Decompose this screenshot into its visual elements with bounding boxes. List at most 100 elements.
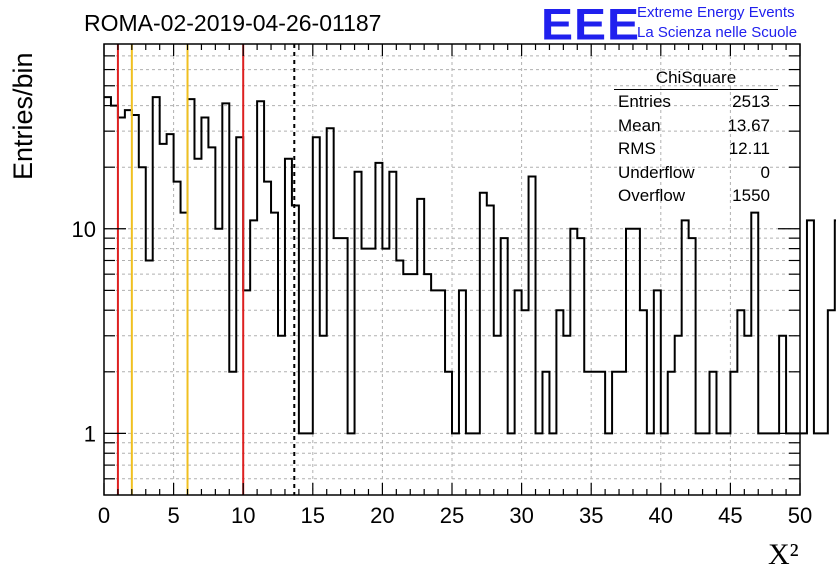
stats-value: 2513: [732, 92, 770, 111]
histogram-bin: [264, 182, 271, 495]
reference-lines: [116, 44, 296, 495]
histogram-bin: [250, 220, 257, 495]
histogram-bin: [536, 433, 543, 495]
histogram-bin: [146, 260, 153, 495]
histogram-bin: [751, 213, 758, 495]
histogram-bin: [208, 147, 215, 495]
histogram-bin: [355, 172, 362, 495]
histogram-bin: [772, 433, 779, 495]
histogram-bin: [410, 274, 417, 495]
histogram-bin: [682, 220, 689, 495]
histogram-bin: [737, 310, 744, 495]
histogram-bin: [668, 372, 675, 495]
histogram-bin: [515, 290, 522, 495]
histogram-bin: [403, 274, 410, 495]
histogram-bin: [215, 229, 222, 495]
histogram-bin: [194, 159, 201, 495]
histogram-bin: [494, 336, 501, 495]
histogram-bin: [584, 372, 591, 495]
histogram-bin: [556, 310, 563, 495]
stats-label: Underflow: [618, 162, 695, 182]
histogram-bin: [730, 372, 737, 495]
histogram-bin: [243, 290, 250, 495]
x-tick-label: 5: [167, 503, 179, 528]
stats-value: 12.11: [728, 139, 770, 158]
histogram-bin: [807, 220, 814, 495]
histogram-bin: [153, 97, 160, 495]
histogram-bin: [633, 229, 640, 495]
stats-title: ChiSquare: [614, 67, 778, 90]
histogram-bin: [605, 433, 612, 495]
stats-row: Overflow 1550: [608, 184, 778, 208]
logo-line-1: Extreme Energy Events: [637, 4, 795, 21]
y-axis: 1 10: [72, 55, 800, 480]
histogram-bin: [563, 336, 570, 495]
histogram-bin: [821, 433, 828, 495]
histogram-bin: [570, 229, 577, 495]
histogram-bin: [508, 433, 515, 495]
histogram-bin: [522, 310, 529, 495]
histogram-bin: [181, 213, 188, 495]
grid-lines: [104, 44, 800, 495]
eee-logo: EEE: [541, 0, 641, 50]
histogram-bin: [647, 433, 654, 495]
histogram-bin: [640, 310, 647, 495]
histogram-bin: [118, 117, 125, 495]
histogram-bin: [744, 336, 751, 495]
x-axis: 0 5 10 15 20 25 30 35 40 45 50: [98, 44, 812, 528]
x-tick-label: 30: [509, 503, 533, 528]
x-tick-label: 10: [231, 503, 255, 528]
histogram-bin: [549, 433, 556, 495]
histogram-bin: [438, 290, 445, 495]
stats-value: 13.67: [727, 115, 770, 135]
histogram-bin: [710, 372, 717, 495]
histogram-bin: [139, 167, 146, 495]
histogram-bin: [529, 177, 536, 495]
x-tick-label: 45: [718, 503, 742, 528]
histogram-bin: [201, 117, 208, 495]
histogram-bin: [341, 238, 348, 495]
logo-caption: Extreme Energy Events La Scienza nelle S…: [637, 3, 797, 43]
x-tick-label: 15: [301, 503, 325, 528]
histogram-bin: [577, 238, 584, 495]
histogram-bin: [285, 159, 292, 495]
histogram-bin: [459, 290, 466, 495]
logo-line-2: La Scienza nelle Scuole: [637, 24, 798, 41]
x-tick-label: 20: [370, 503, 394, 528]
y-tick-label: 1: [84, 421, 96, 446]
y-axis-label: Entries/bin: [8, 52, 38, 180]
histogram-bin: [612, 372, 619, 495]
histogram-bin: [229, 372, 236, 495]
histogram-bin: [779, 336, 786, 495]
histogram-bin: [313, 137, 320, 495]
histogram-bin: [271, 213, 278, 495]
x-tick-label: 0: [98, 503, 110, 528]
stats-label: Overflow: [618, 186, 686, 205]
histogram-bin: [278, 336, 285, 495]
histogram-bin: [327, 128, 334, 495]
histogram-bin: [257, 101, 264, 495]
stats-value: 0: [760, 162, 770, 182]
stats-label: Entries: [618, 92, 671, 111]
histogram-bin: [368, 249, 375, 495]
histogram-bin: [292, 205, 299, 495]
histogram-bin: [689, 238, 696, 495]
histogram-bin: [598, 372, 605, 495]
histogram-bin: [696, 433, 703, 495]
histogram-bin: [132, 115, 139, 495]
x-tick-label: 25: [440, 503, 464, 528]
stats-row: Entries 2513: [608, 90, 778, 114]
histogram-bin: [703, 433, 710, 495]
histogram-bin: [348, 433, 355, 495]
histogram-bin: [111, 106, 118, 495]
histogram-bin: [501, 238, 508, 495]
histogram-bin: [188, 99, 195, 495]
histogram-bin: [814, 433, 821, 495]
histogram-outline: [104, 96, 836, 435]
histogram-bin: [675, 336, 682, 495]
histogram-bin: [765, 433, 772, 495]
histogram-bin: [236, 137, 243, 495]
x-tick-label: 50: [788, 503, 812, 528]
stats-value: 1550: [732, 186, 770, 205]
